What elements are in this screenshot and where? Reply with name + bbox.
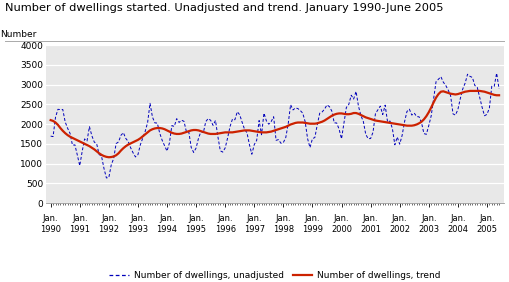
Line: Number of dwellings, trend: Number of dwellings, trend xyxy=(51,91,499,157)
Number of dwellings, trend xyxy=(48,118,54,122)
Text: 1995: 1995 xyxy=(186,225,207,234)
Line: Number of dwellings, unadjusted: Number of dwellings, unadjusted xyxy=(51,73,499,178)
Text: 2005: 2005 xyxy=(476,225,497,234)
Number of dwellings, trend xyxy=(309,122,316,125)
Text: Jan.: Jan. xyxy=(450,214,466,223)
Number of dwellings, unadjusted xyxy=(329,109,335,113)
Text: 1993: 1993 xyxy=(127,225,149,234)
Text: 1999: 1999 xyxy=(302,225,323,234)
Number of dwellings, unadjusted xyxy=(392,143,398,146)
Text: Jan.: Jan. xyxy=(188,214,204,223)
Number of dwellings, unadjusted xyxy=(494,72,500,75)
Text: 1996: 1996 xyxy=(215,225,236,234)
Text: 1991: 1991 xyxy=(69,225,90,234)
Text: Jan.: Jan. xyxy=(217,214,233,223)
Number of dwellings, trend xyxy=(467,89,473,92)
Text: Jan.: Jan. xyxy=(334,214,349,223)
Text: 2004: 2004 xyxy=(447,225,468,234)
Text: 2001: 2001 xyxy=(360,225,381,234)
Text: Jan.: Jan. xyxy=(130,214,146,223)
Text: Jan.: Jan. xyxy=(421,214,437,223)
Text: 2002: 2002 xyxy=(389,225,410,234)
Text: Jan.: Jan. xyxy=(479,214,495,223)
Text: Jan.: Jan. xyxy=(159,214,175,223)
Text: 1992: 1992 xyxy=(98,225,119,234)
Number of dwellings, trend xyxy=(263,131,269,134)
Text: Jan.: Jan. xyxy=(363,214,378,223)
Legend: Number of dwellings, unadjusted, Number of dwellings, trend: Number of dwellings, unadjusted, Number … xyxy=(105,268,444,282)
Number of dwellings, trend xyxy=(496,94,502,97)
Text: 1990: 1990 xyxy=(40,225,61,234)
Text: 2003: 2003 xyxy=(418,225,439,234)
Text: 2000: 2000 xyxy=(331,225,352,234)
Text: Jan.: Jan. xyxy=(246,214,262,223)
Text: Jan.: Jan. xyxy=(43,214,59,223)
Number of dwellings, trend xyxy=(106,156,112,159)
Text: Number of dwellings started. Unadjusted and trend. January 1990-June 2005: Number of dwellings started. Unadjusted … xyxy=(5,3,443,13)
Text: 1998: 1998 xyxy=(273,225,294,234)
Text: Jan.: Jan. xyxy=(72,214,88,223)
Text: Jan.: Jan. xyxy=(101,214,117,223)
Number of dwellings, unadjusted xyxy=(103,176,109,180)
Text: 1994: 1994 xyxy=(156,225,178,234)
Number of dwellings, unadjusted xyxy=(309,137,316,140)
Number of dwellings, trend xyxy=(392,122,398,125)
Number of dwellings, unadjusted xyxy=(496,87,502,91)
Number of dwellings, unadjusted xyxy=(48,135,54,138)
Text: Jan.: Jan. xyxy=(275,214,291,223)
Text: Jan.: Jan. xyxy=(304,214,320,223)
Number of dwellings, trend xyxy=(118,149,124,152)
Text: Number: Number xyxy=(0,30,36,39)
Text: 1997: 1997 xyxy=(244,225,265,234)
Number of dwellings, trend xyxy=(329,114,335,118)
Number of dwellings, trend xyxy=(462,90,468,93)
Number of dwellings, unadjusted xyxy=(118,134,124,137)
Number of dwellings, unadjusted xyxy=(462,81,468,85)
Number of dwellings, unadjusted xyxy=(263,119,269,123)
Text: Jan.: Jan. xyxy=(392,214,408,223)
